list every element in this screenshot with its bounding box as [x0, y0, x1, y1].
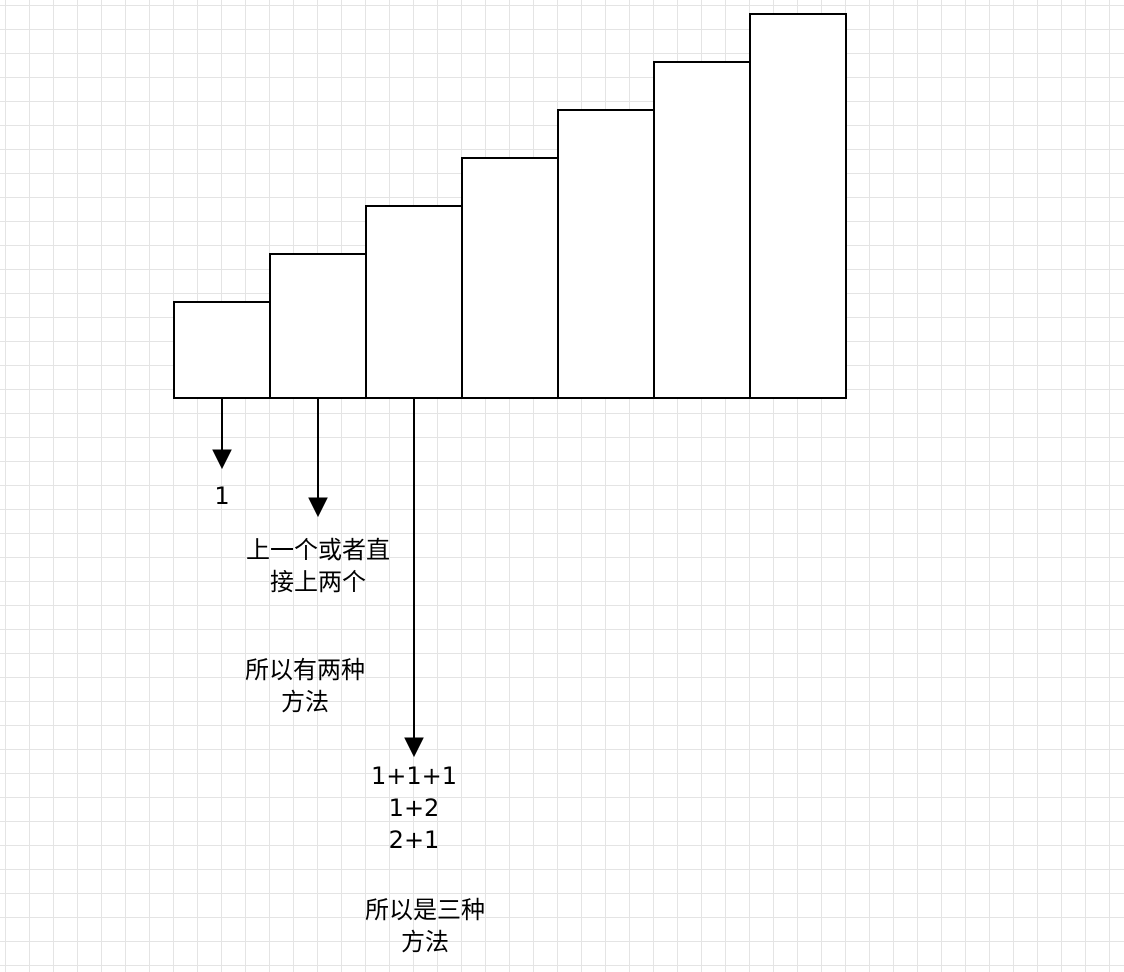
step3-way-1: 1+1+1 — [370, 762, 458, 790]
step-2 — [269, 253, 367, 399]
step-6 — [653, 61, 751, 399]
step3-ways-label: 1+1+1 1+2 2+1 — [334, 760, 494, 856]
step-7 — [749, 13, 847, 399]
step-5 — [557, 109, 655, 399]
step2-total-line2: 方法 — [281, 688, 329, 716]
step-1 — [173, 301, 271, 399]
step-4 — [461, 157, 559, 399]
arrow-step-1 — [212, 398, 232, 470]
step2-total-label: 所以有两种 方法 — [205, 654, 405, 718]
step1-count-label: 1 — [214, 482, 230, 510]
step-3 — [365, 205, 463, 399]
step3-way-3: 2+1 — [388, 826, 440, 854]
arrow-step-3 — [404, 398, 424, 758]
step3-way-2: 1+2 — [388, 794, 440, 822]
step3-total-label: 所以是三种 方法 — [325, 894, 525, 958]
step2-total-line1: 所以有两种 — [245, 656, 365, 684]
step2-desc-label: 上一个或者直 接上两个 — [218, 534, 418, 598]
step3-total-line1: 所以是三种 — [365, 896, 485, 924]
step2-desc-line2: 接上两个 — [270, 568, 366, 596]
arrow-step-2 — [308, 398, 328, 518]
staircase — [173, 13, 847, 399]
step3-total-line2: 方法 — [401, 928, 449, 956]
step2-desc-line1: 上一个或者直 — [246, 536, 390, 564]
